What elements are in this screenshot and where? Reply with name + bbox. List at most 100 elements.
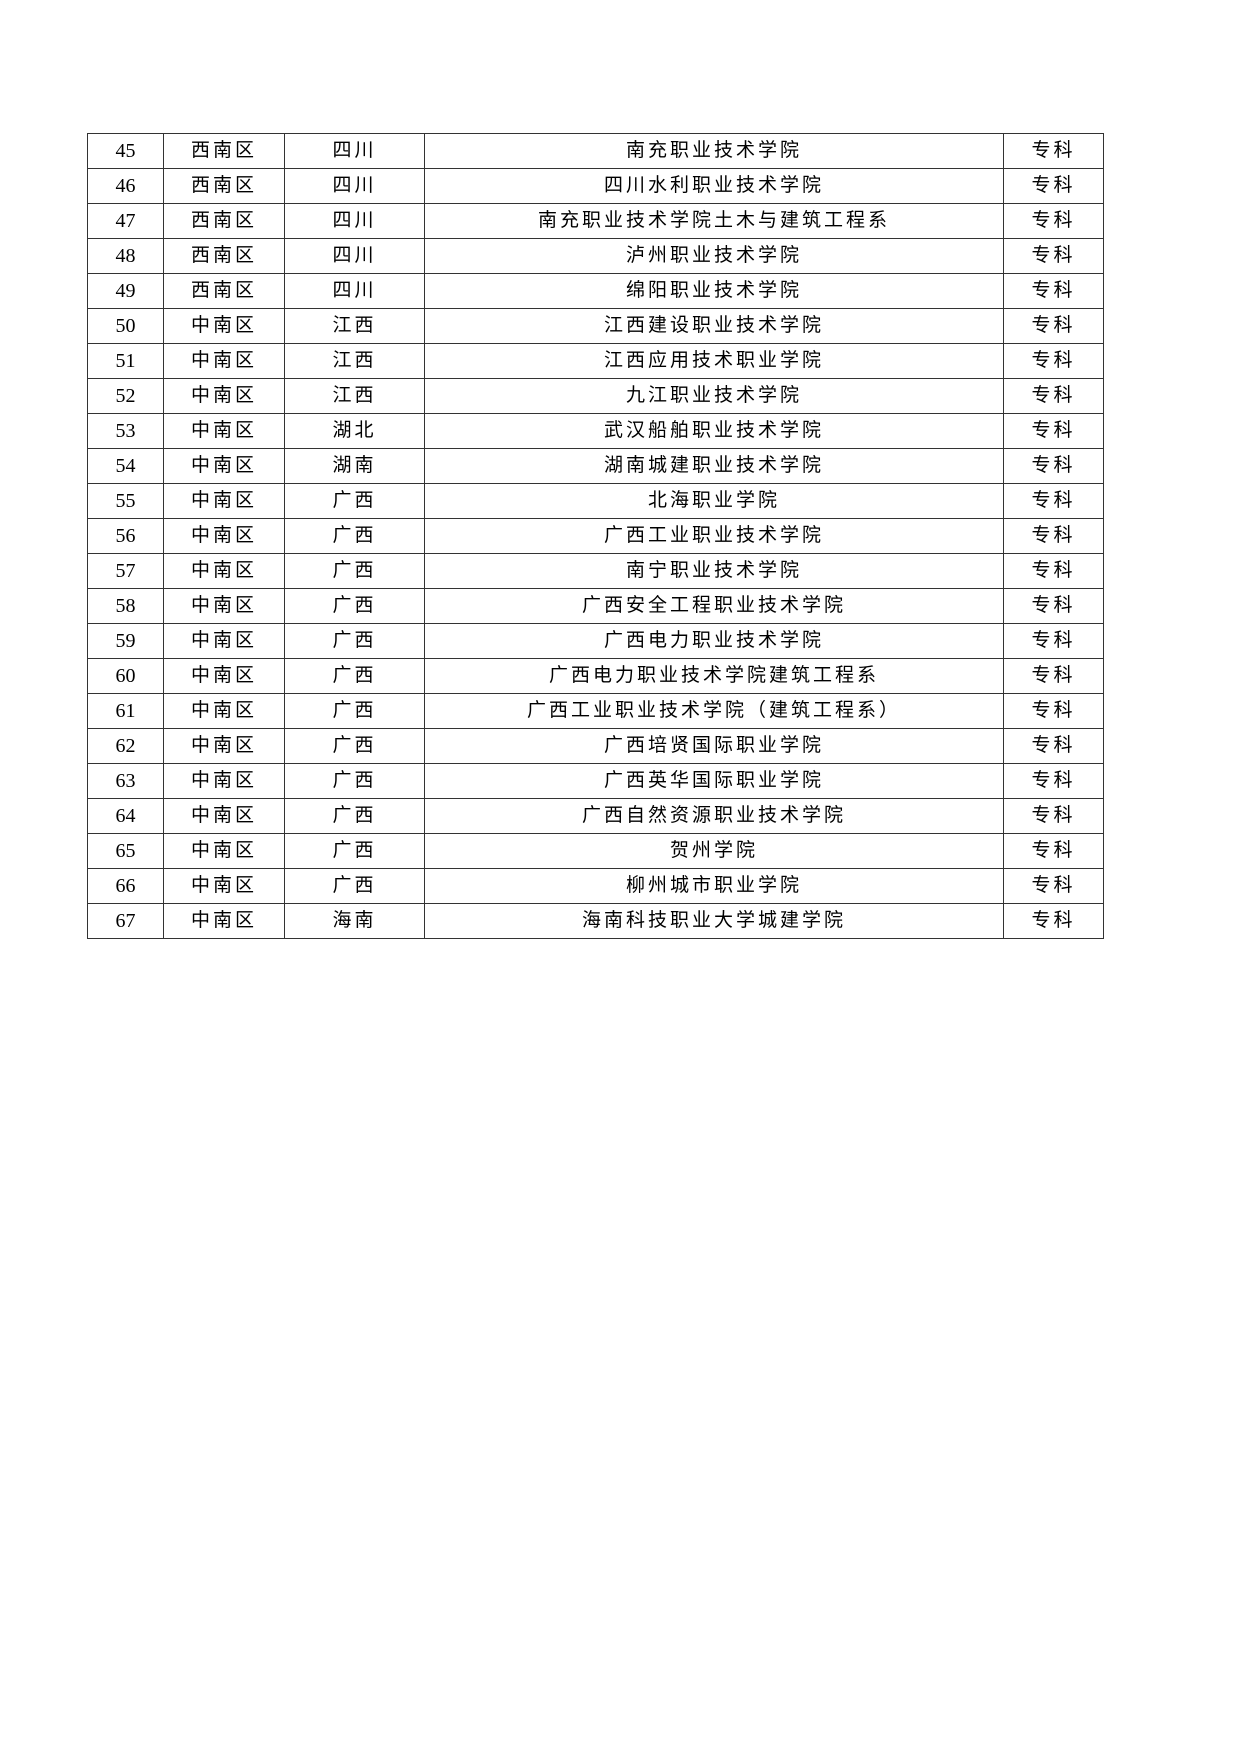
cell-education-level: 专科 (1003, 903, 1104, 939)
cell-row-number: 67 (87, 903, 164, 939)
table-row: 64 中南区 广西 广西自然资源职业技术学院 专科 (87, 798, 1104, 834)
cell-education-level: 专科 (1003, 868, 1104, 904)
cell-school-name: 九江职业技术学院 (424, 378, 1004, 414)
table-row: 65 中南区 广西 贺州学院 专科 (87, 833, 1104, 869)
cell-region: 中南区 (163, 868, 285, 904)
cell-row-number: 59 (87, 623, 164, 659)
cell-province: 广西 (284, 868, 425, 904)
table-row: 62 中南区 广西 广西培贤国际职业学院 专科 (87, 728, 1104, 764)
cell-province: 江西 (284, 343, 425, 379)
cell-school-name: 广西培贤国际职业学院 (424, 728, 1004, 764)
cell-region: 中南区 (163, 728, 285, 764)
cell-school-name: 广西英华国际职业学院 (424, 763, 1004, 799)
cell-education-level: 专科 (1003, 483, 1104, 519)
cell-school-name: 广西电力职业技术学院建筑工程系 (424, 658, 1004, 694)
cell-school-name: 南充职业技术学院 (424, 133, 1004, 169)
table-row: 54 中南区 湖南 湖南城建职业技术学院 专科 (87, 448, 1104, 484)
cell-education-level: 专科 (1003, 203, 1104, 239)
cell-province: 四川 (284, 238, 425, 274)
cell-region: 中南区 (163, 553, 285, 589)
table-row: 57 中南区 广西 南宁职业技术学院 专科 (87, 553, 1104, 589)
cell-region: 中南区 (163, 448, 285, 484)
cell-row-number: 61 (87, 693, 164, 729)
cell-school-name: 四川水利职业技术学院 (424, 168, 1004, 204)
cell-education-level: 专科 (1003, 238, 1104, 274)
table-row: 60 中南区 广西 广西电力职业技术学院建筑工程系 专科 (87, 658, 1104, 694)
cell-row-number: 46 (87, 168, 164, 204)
cell-school-name: 北海职业学院 (424, 483, 1004, 519)
cell-education-level: 专科 (1003, 273, 1104, 309)
cell-row-number: 53 (87, 413, 164, 449)
cell-region: 中南区 (163, 378, 285, 414)
cell-row-number: 49 (87, 273, 164, 309)
cell-row-number: 63 (87, 763, 164, 799)
cell-row-number: 50 (87, 308, 164, 344)
cell-education-level: 专科 (1003, 798, 1104, 834)
cell-row-number: 56 (87, 518, 164, 554)
cell-region: 中南区 (163, 588, 285, 624)
table-row: 55 中南区 广西 北海职业学院 专科 (87, 483, 1104, 519)
cell-education-level: 专科 (1003, 623, 1104, 659)
table-row: 58 中南区 广西 广西安全工程职业技术学院 专科 (87, 588, 1104, 624)
cell-education-level: 专科 (1003, 168, 1104, 204)
cell-region: 中南区 (163, 903, 285, 939)
cell-row-number: 51 (87, 343, 164, 379)
cell-province: 广西 (284, 553, 425, 589)
school-list-table: 45 西南区 四川 南充职业技术学院 专科 46 西南区 四川 四川水利职业技术学院 专科 47 西南… (87, 133, 1104, 939)
cell-row-number: 57 (87, 553, 164, 589)
cell-region: 西南区 (163, 133, 285, 169)
table-row: 47 西南区 四川 南充职业技术学院土木与建筑工程系 专科 (87, 203, 1104, 239)
cell-province: 广西 (284, 798, 425, 834)
cell-school-name: 海南科技职业大学城建学院 (424, 903, 1004, 939)
cell-region: 中南区 (163, 623, 285, 659)
cell-education-level: 专科 (1003, 763, 1104, 799)
cell-school-name: 绵阳职业技术学院 (424, 273, 1004, 309)
cell-row-number: 66 (87, 868, 164, 904)
table-row: 63 中南区 广西 广西英华国际职业学院 专科 (87, 763, 1104, 799)
cell-region: 西南区 (163, 273, 285, 309)
cell-education-level: 专科 (1003, 308, 1104, 344)
cell-province: 广西 (284, 833, 425, 869)
cell-school-name: 广西工业职业技术学院 (424, 518, 1004, 554)
cell-region: 中南区 (163, 763, 285, 799)
cell-row-number: 45 (87, 133, 164, 169)
table-row: 59 中南区 广西 广西电力职业技术学院 专科 (87, 623, 1104, 659)
cell-education-level: 专科 (1003, 833, 1104, 869)
cell-education-level: 专科 (1003, 378, 1104, 414)
cell-school-name: 南宁职业技术学院 (424, 553, 1004, 589)
cell-province: 湖南 (284, 448, 425, 484)
cell-row-number: 52 (87, 378, 164, 414)
cell-province: 江西 (284, 378, 425, 414)
cell-province: 四川 (284, 273, 425, 309)
cell-region: 中南区 (163, 693, 285, 729)
table-row: 66 中南区 广西 柳州城市职业学院 专科 (87, 868, 1104, 904)
cell-province: 湖北 (284, 413, 425, 449)
cell-school-name: 广西安全工程职业技术学院 (424, 588, 1004, 624)
cell-region: 西南区 (163, 168, 285, 204)
cell-province: 广西 (284, 693, 425, 729)
cell-province: 海南 (284, 903, 425, 939)
cell-region: 中南区 (163, 343, 285, 379)
cell-education-level: 专科 (1003, 728, 1104, 764)
cell-education-level: 专科 (1003, 518, 1104, 554)
cell-province: 江西 (284, 308, 425, 344)
cell-region: 西南区 (163, 238, 285, 274)
cell-province: 广西 (284, 658, 425, 694)
cell-school-name: 广西电力职业技术学院 (424, 623, 1004, 659)
cell-school-name: 武汉船舶职业技术学院 (424, 413, 1004, 449)
cell-education-level: 专科 (1003, 693, 1104, 729)
table-row: 56 中南区 广西 广西工业职业技术学院 专科 (87, 518, 1104, 554)
cell-region: 中南区 (163, 413, 285, 449)
cell-education-level: 专科 (1003, 658, 1104, 694)
cell-education-level: 专科 (1003, 448, 1104, 484)
cell-province: 广西 (284, 518, 425, 554)
cell-school-name: 柳州城市职业学院 (424, 868, 1004, 904)
cell-province: 四川 (284, 203, 425, 239)
cell-school-name: 江西应用技术职业学院 (424, 343, 1004, 379)
cell-education-level: 专科 (1003, 133, 1104, 169)
cell-school-name: 湖南城建职业技术学院 (424, 448, 1004, 484)
cell-row-number: 47 (87, 203, 164, 239)
cell-province: 四川 (284, 168, 425, 204)
table-row: 53 中南区 湖北 武汉船舶职业技术学院 专科 (87, 413, 1104, 449)
cell-school-name: 广西工业职业技术学院（建筑工程系） (424, 693, 1004, 729)
